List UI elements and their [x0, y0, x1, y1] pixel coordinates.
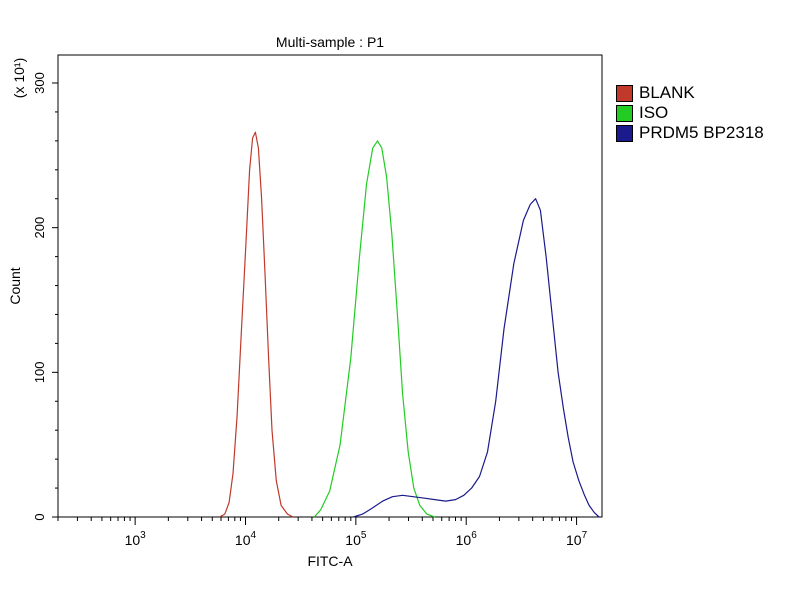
series-line: [313, 140, 436, 518]
chart-legend: BLANK ISO PRDM5 BP2318: [616, 83, 764, 143]
y-tick-label: 300: [32, 72, 47, 94]
x-tick-label: 105: [345, 530, 367, 548]
series-layer: [219, 131, 600, 518]
y-axis-multiplier: (x 10¹): [11, 58, 27, 98]
x-tick-label: 106: [456, 530, 478, 548]
legend-swatch: [616, 124, 633, 142]
y-tick-label: 200: [32, 217, 47, 239]
legend-swatch: [616, 84, 633, 102]
legend-item: BLANK: [616, 83, 764, 103]
y-axis-title: Count: [7, 267, 23, 304]
x-tick-label: 103: [125, 530, 147, 548]
legend-label: ISO: [639, 103, 669, 122]
x-axis: 103 104 105 106 107: [57, 517, 588, 548]
series-line: [353, 198, 600, 518]
legend-label: BLANK: [639, 83, 695, 102]
y-tick-label: 100: [32, 361, 47, 383]
legend-item: ISO: [616, 103, 764, 123]
x-axis-title: FITC-A: [307, 553, 353, 569]
legend-swatch: [616, 104, 633, 122]
x-tick-label: 104: [235, 530, 257, 548]
plot-frame: [57, 54, 603, 518]
x-tick-label: 107: [566, 530, 588, 548]
legend-label: PRDM5 BP2318: [639, 123, 764, 142]
chart-title: Multi-sample : P1: [276, 34, 384, 50]
y-axis: 0 100 200 300: [32, 72, 58, 521]
legend-item: PRDM5 BP2318: [616, 123, 764, 143]
y-tick-label: 0: [32, 513, 47, 520]
series-line: [219, 131, 294, 518]
